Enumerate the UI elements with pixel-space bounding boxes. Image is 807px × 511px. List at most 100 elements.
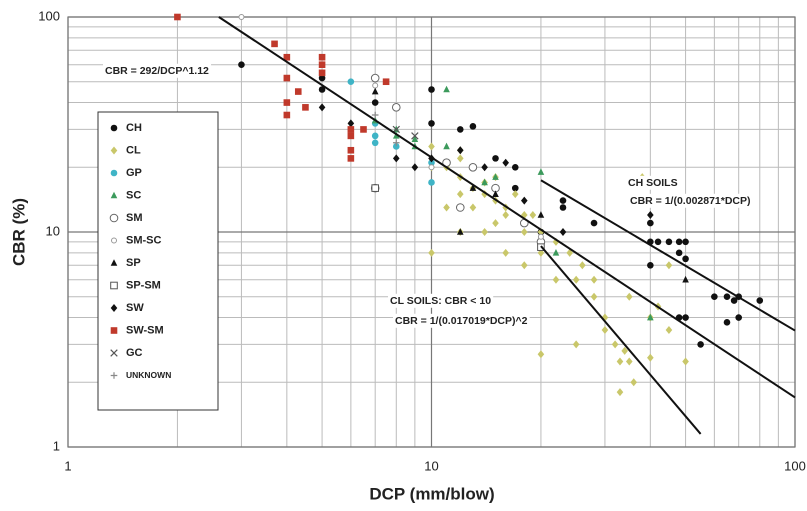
point [492,173,499,180]
point [552,249,560,256]
point [601,313,609,322]
y-tick-label: 100 [38,8,60,23]
point [616,388,624,397]
point [468,162,478,172]
point [625,292,633,301]
legend-label: GC [126,347,143,359]
point [283,99,291,106]
legend-marker [111,237,117,244]
point [469,184,477,191]
point [559,197,567,204]
point [481,163,488,172]
point [566,248,574,257]
annotation: CBR = 1/(0.002871*DCP) [630,195,751,207]
point [360,126,367,133]
point [630,378,638,387]
annotation-background [393,313,530,328]
point [318,86,326,93]
point [537,211,545,218]
point [347,155,355,162]
point [675,249,683,257]
point [391,103,401,112]
point [697,341,704,348]
legend-label: SP-SM [126,279,161,291]
point [511,184,519,192]
annotation-background [388,293,494,308]
point [682,255,689,263]
point [318,69,326,77]
point [537,168,545,175]
point [174,13,181,21]
legend-label: CH [126,122,142,134]
point [611,340,619,349]
legend-label: SM [126,212,143,224]
point [481,190,488,199]
point [511,190,519,199]
legend: CH CL GP SC SM SM-SC SP SP-SM SW SW-SM GC UNKNOWN [97,111,219,411]
point [520,261,528,270]
legend-label: CL [126,144,141,156]
trend-line [218,16,796,399]
point [537,233,544,240]
point [347,146,355,154]
point [492,190,499,197]
point [443,142,450,150]
point [665,238,673,246]
point [411,132,419,140]
annotation: CH SOILS [628,177,678,189]
point [347,132,355,140]
point [723,293,731,301]
point [492,219,499,228]
point [481,178,488,186]
legend-label: SC [126,189,141,201]
legend-label: SM-SC [126,234,162,246]
point [572,275,580,284]
point [675,238,683,246]
point [492,155,499,162]
point [520,228,528,236]
point [283,111,291,119]
point [443,85,450,93]
annotation-background [626,175,680,190]
point [370,73,380,83]
y-axis-label: CBR (%) [9,198,28,266]
point [302,104,309,111]
point [481,228,488,236]
point [682,314,689,321]
legend-marker [110,372,118,379]
point [456,146,464,155]
point [428,120,435,127]
point [647,353,654,362]
point [392,143,400,150]
point [392,139,400,147]
point [723,319,731,326]
trend-line [540,179,796,332]
point [371,99,379,106]
annotation: CL SOILS: CBR < 10 [390,295,491,307]
point [411,135,419,143]
point [665,261,673,270]
point [428,248,435,257]
point [318,103,326,112]
x-tick-label: 100 [784,458,806,473]
point [456,190,464,199]
point [318,61,326,68]
point [455,203,465,212]
point [579,261,586,270]
trend-line [540,245,702,435]
legend-label: SP [126,257,141,269]
point [283,74,291,82]
point [456,228,464,235]
point [647,262,654,269]
legend-box [97,111,219,411]
point [428,86,435,93]
point [318,74,326,82]
point [382,78,390,86]
point [238,61,245,68]
legend-marker [110,304,118,312]
legend-marker [110,349,118,357]
point [665,326,673,335]
legend-label: GP [126,167,142,179]
annotation-background [628,193,753,208]
